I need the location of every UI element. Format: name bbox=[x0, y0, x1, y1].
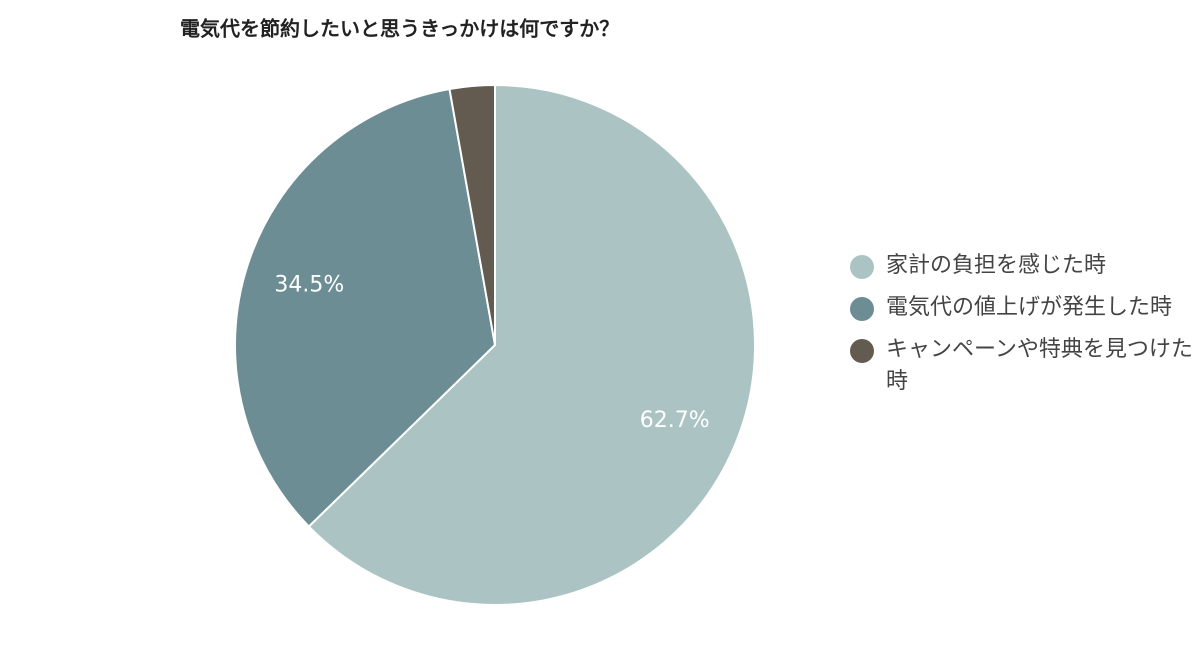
legend-label: キャンペーンや特典を見つけた時 bbox=[886, 337, 1193, 394]
data-label: 62.7% bbox=[640, 408, 710, 433]
legend-swatch bbox=[850, 297, 874, 321]
legend-swatch bbox=[850, 339, 874, 363]
legend-item: 電気代の値上げが発生した時 bbox=[850, 292, 1200, 324]
legend-label: 電気代の値上げが発生した時 bbox=[886, 295, 1173, 320]
legend-swatch bbox=[850, 255, 874, 279]
data-label: 34.5% bbox=[274, 272, 344, 297]
legend-item: キャンペーンや特典を見つけた時 bbox=[850, 334, 1200, 398]
pie-slice bbox=[307, 83, 756, 606]
pie-slice bbox=[448, 83, 496, 346]
legend-label: 家計の負担を感じた時 bbox=[886, 253, 1107, 278]
pie-slice bbox=[234, 87, 497, 528]
legend-item: 家計の負担を感じた時 bbox=[850, 250, 1200, 282]
chart-title: 電気代を節約したいと思うきっかけは何ですか？ bbox=[180, 17, 619, 41]
legend: 家計の負担を感じた時電気代の値上げが発生した時キャンペーンや特典を見つけた時 bbox=[850, 250, 1200, 408]
